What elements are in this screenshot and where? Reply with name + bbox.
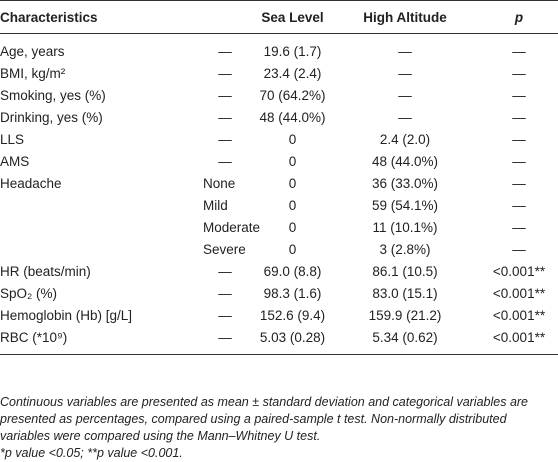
table-cell: 0 xyxy=(288,153,297,169)
table-cell: 0 xyxy=(288,197,297,213)
table-cell: — xyxy=(218,263,232,279)
table-cell: Smoking, yes (%) xyxy=(0,87,106,103)
note: Continuous variables are presented as me… xyxy=(0,395,529,443)
table-row: RBC (*10⁹) —5.03 (0.28) 5.34 (0.62) <0.001*… xyxy=(0,326,558,355)
table-cell: 19.6 (1.7) xyxy=(263,43,322,59)
table-cell: None xyxy=(203,175,236,191)
header-row: Characteristics Sea Level High Altitude p xyxy=(0,0,558,34)
table-cell: 152.6 (9.4) xyxy=(259,307,326,323)
table-cell: — xyxy=(218,65,232,81)
header-cell: Characteristics xyxy=(0,0,195,34)
table-cell: Mild xyxy=(203,197,228,213)
table-cell: — xyxy=(398,87,412,103)
header-cell: p xyxy=(480,0,558,34)
table-cell: — xyxy=(512,219,526,235)
table-cell: 69.0 (8.8) xyxy=(263,263,322,279)
table-cell: 59 (54.1%) xyxy=(371,197,439,213)
table-cell: 2.4 (2.0) xyxy=(379,131,431,147)
table-row: Smoking, yes (%) — 70 (64.2%) — — xyxy=(0,84,558,106)
table-row: BMI, kg/m² — 23.4 (2.4) — — xyxy=(0,62,558,84)
table-cell: — xyxy=(512,87,526,103)
table-cell: 23.4 (2.4) xyxy=(263,65,322,81)
table-cell: — xyxy=(218,153,232,169)
table-cell: <0.001** xyxy=(492,307,546,323)
table-cell: Drinking, yes (%) xyxy=(0,109,103,125)
table-cell: AMS xyxy=(0,153,30,169)
table-cell: SpO₂ (%) xyxy=(0,285,57,301)
table-cell: <0.001** xyxy=(480,326,558,355)
table-cell: 86.1 (10.5) xyxy=(372,263,438,279)
table-cell: Age, years xyxy=(0,43,65,59)
data-table: Characteristics Sea Level High Altitude p A… xyxy=(0,0,558,355)
table-cell: LLS xyxy=(0,131,25,147)
table-cell: — xyxy=(512,153,526,169)
table-cell: 11 (10.1%) xyxy=(372,219,438,235)
table-cell: — xyxy=(218,285,232,301)
table-cell: — xyxy=(512,197,526,213)
note: *p value <0.05; **p value <0.001. xyxy=(0,446,183,460)
table-cell: — xyxy=(512,241,526,257)
table-cell xyxy=(0,216,195,238)
table-cell: 0 xyxy=(288,241,297,257)
table-row: Age, years — 19.6 (1.7) — — xyxy=(0,34,558,63)
table-cell: 36 (33.0%) xyxy=(371,175,439,191)
table-cell: 0 xyxy=(288,175,297,191)
table-cell: BMI, kg/m² xyxy=(0,65,66,81)
table-row: LLS — 0 2.4 (2.0) — xyxy=(0,128,558,150)
table-cell: 0 xyxy=(288,219,297,235)
table-row: SpO₂ (%) — 98.3 (1.6) 83.0 (15.1) <0.001** xyxy=(0,282,558,304)
table-cell: <0.001** xyxy=(492,285,546,301)
table-cell xyxy=(0,238,195,260)
table-row: Headache None 0 36 (33.0%) — xyxy=(0,172,558,194)
table-cell: — xyxy=(195,326,255,355)
table-cell: 0 xyxy=(288,131,297,147)
table-cell: — xyxy=(218,87,232,103)
table-cell: 83.0 (15.1) xyxy=(372,285,438,301)
table-cell: RBC (*10⁹) xyxy=(0,326,195,355)
table-row: Moderate 0 11 (10.1%) — xyxy=(0,216,558,238)
table-cell: — xyxy=(218,43,232,59)
table-cell: — xyxy=(512,65,526,81)
table-cell: — xyxy=(512,175,526,191)
table-cell: 159.9 (21.2) xyxy=(368,307,442,323)
table-cell: — xyxy=(512,43,526,59)
table-cell: 3 (2.8%) xyxy=(379,241,431,257)
table-cell: 70 (64.2%) xyxy=(259,87,326,103)
table-row: HR (beats/min) — 69.0 (8.8) 86.1 (10.5) <0.0… xyxy=(0,260,558,282)
table-cell: 48 (44.0%) xyxy=(259,109,326,125)
header-cell: High Altitude xyxy=(330,0,480,34)
table-cell: — xyxy=(512,109,526,125)
table-cell: Severe xyxy=(203,241,246,257)
table-row: Severe 0 3 (2.8%) — xyxy=(0,238,558,260)
table-cell: — xyxy=(512,131,526,147)
table-cell: 5.03 (0.28) xyxy=(255,326,330,355)
table-cell: — xyxy=(218,307,232,323)
table-cell: HR (beats/min) xyxy=(0,263,91,279)
table-cell xyxy=(0,194,195,216)
table-cell: — xyxy=(218,109,232,125)
table-cell: 98.3 (1.6) xyxy=(263,285,322,301)
table-cell: Hemoglobin (Hb) [g/L] xyxy=(0,307,133,323)
table-cell: <0.001** xyxy=(492,263,546,279)
table-row: Drinking, yes (%) — 48 (44.0%) — — xyxy=(0,106,558,128)
table-cell: Moderate xyxy=(203,219,261,235)
table-cell: — xyxy=(398,43,412,59)
notes: Continuous variables are presented as me… xyxy=(0,394,552,462)
table-cell: 5.34 (0.62) xyxy=(330,326,480,355)
table-cell: — xyxy=(218,131,232,147)
header-cell: Sea Level xyxy=(255,0,330,34)
table-body: Age, years — 19.6 (1.7) — — BMI, kg/m² — 23.4 (… xyxy=(0,34,558,355)
table-cell: 48 (44.0%) xyxy=(371,153,439,169)
table-row: Hemoglobin (Hb) [g/L] — 152.6 (9.4) 159.9 (… xyxy=(0,304,558,326)
table-cell: Headache xyxy=(0,175,62,191)
table-row: AMS — 0 48 (44.0%) — xyxy=(0,150,558,172)
header-cell xyxy=(195,0,255,34)
table-cell: — xyxy=(398,65,412,81)
table-cell: — xyxy=(398,109,412,125)
table-row: Mild 0 59 (54.1%) — xyxy=(0,194,558,216)
